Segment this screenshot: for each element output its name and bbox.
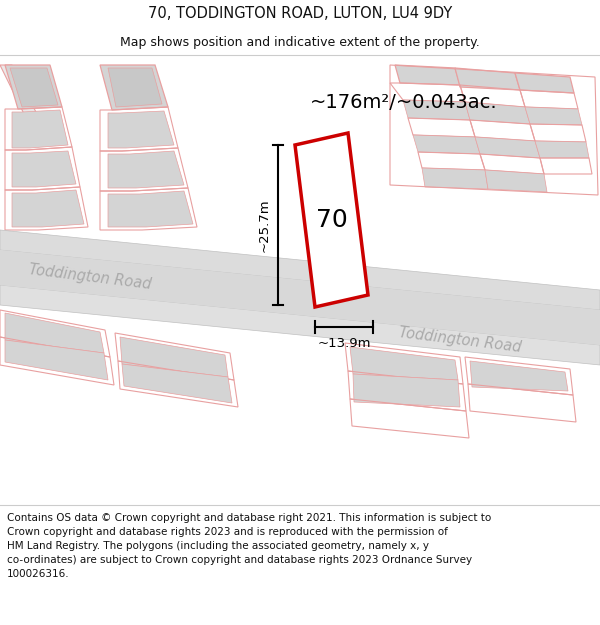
Polygon shape — [120, 337, 228, 377]
Text: 70, TODDINGTON ROAD, LUTON, LU4 9DY: 70, TODDINGTON ROAD, LUTON, LU4 9DY — [148, 6, 452, 21]
Polygon shape — [0, 65, 40, 122]
Polygon shape — [12, 151, 76, 187]
Text: Map shows position and indicative extent of the property.: Map shows position and indicative extent… — [120, 36, 480, 49]
Polygon shape — [350, 347, 458, 380]
Polygon shape — [403, 100, 470, 120]
Polygon shape — [295, 133, 368, 307]
Polygon shape — [353, 374, 460, 407]
Polygon shape — [108, 68, 162, 107]
Text: Toddington Road: Toddington Road — [398, 325, 522, 355]
Polygon shape — [108, 191, 193, 227]
Polygon shape — [515, 73, 574, 93]
Text: ~25.7m: ~25.7m — [258, 198, 271, 252]
Polygon shape — [5, 65, 62, 109]
Polygon shape — [5, 340, 108, 380]
Polygon shape — [108, 151, 184, 188]
Text: 70: 70 — [316, 208, 347, 232]
Polygon shape — [535, 141, 589, 158]
Text: Toddington Road: Toddington Road — [28, 262, 152, 292]
Polygon shape — [525, 107, 582, 125]
Polygon shape — [12, 190, 84, 227]
Polygon shape — [5, 313, 104, 353]
Polygon shape — [12, 110, 68, 148]
Polygon shape — [395, 65, 460, 85]
Text: ~176m²/~0.043ac.: ~176m²/~0.043ac. — [310, 93, 497, 112]
Polygon shape — [100, 65, 168, 110]
Text: Contains OS data © Crown copyright and database right 2021. This information is : Contains OS data © Crown copyright and d… — [7, 513, 491, 579]
Polygon shape — [10, 68, 58, 107]
Polygon shape — [470, 361, 568, 391]
Polygon shape — [475, 137, 540, 158]
Polygon shape — [413, 135, 480, 154]
Polygon shape — [0, 230, 600, 310]
Polygon shape — [108, 111, 174, 148]
Polygon shape — [485, 170, 547, 192]
Polygon shape — [465, 102, 530, 124]
Polygon shape — [455, 68, 520, 90]
Polygon shape — [422, 168, 488, 189]
Polygon shape — [0, 250, 600, 345]
Text: ~13.9m: ~13.9m — [317, 337, 371, 350]
Polygon shape — [0, 285, 600, 365]
Polygon shape — [122, 364, 232, 403]
